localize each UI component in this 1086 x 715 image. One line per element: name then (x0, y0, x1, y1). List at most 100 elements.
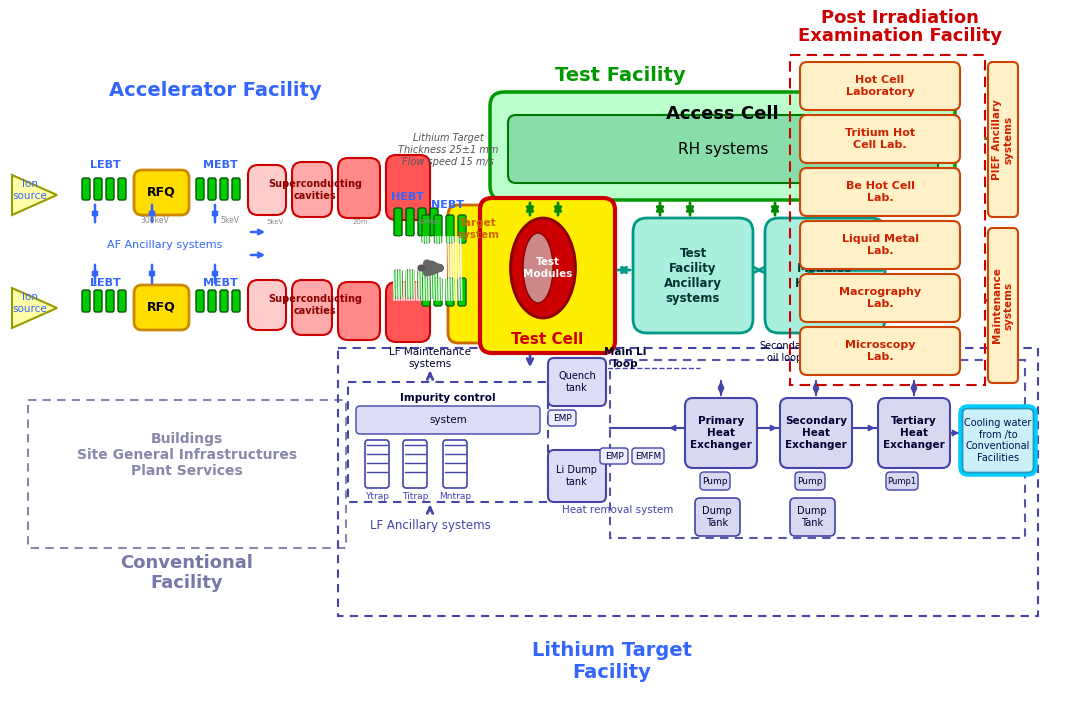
FancyBboxPatch shape (248, 165, 286, 215)
Text: Main Li
loop: Main Li loop (604, 347, 646, 369)
Text: Post Irradiation: Post Irradiation (821, 9, 978, 27)
Text: Access Cell: Access Cell (666, 105, 779, 123)
FancyBboxPatch shape (430, 208, 438, 236)
FancyBboxPatch shape (292, 280, 332, 335)
FancyBboxPatch shape (134, 285, 189, 330)
FancyBboxPatch shape (232, 290, 240, 312)
Text: EMP: EMP (605, 451, 623, 460)
Text: MEBT: MEBT (203, 278, 238, 288)
Text: Tertiary
Heat
Exchanger: Tertiary Heat Exchanger (883, 416, 945, 450)
Text: Buildings
Site General Infrastructures
Plant Services: Buildings Site General Infrastructures P… (77, 432, 298, 478)
Text: 40MeV: 40MeV (418, 219, 442, 225)
FancyBboxPatch shape (886, 472, 918, 490)
FancyBboxPatch shape (800, 115, 960, 163)
Text: Be Hot Cell
Lab.: Be Hot Cell Lab. (846, 181, 914, 203)
FancyBboxPatch shape (434, 215, 442, 243)
FancyBboxPatch shape (386, 155, 430, 220)
FancyBboxPatch shape (962, 408, 1034, 473)
FancyBboxPatch shape (800, 62, 960, 110)
Polygon shape (12, 288, 56, 328)
Text: Examination Facility: Examination Facility (798, 27, 1002, 45)
Text: Pump1: Pump1 (887, 476, 917, 485)
Text: Quench
tank: Quench tank (558, 371, 596, 393)
Text: Mntrap: Mntrap (439, 491, 471, 500)
FancyBboxPatch shape (548, 450, 606, 502)
FancyBboxPatch shape (422, 278, 430, 306)
Text: RFQ: RFQ (147, 185, 175, 199)
FancyBboxPatch shape (220, 178, 228, 200)
Text: 300keV: 300keV (140, 215, 169, 225)
FancyBboxPatch shape (443, 440, 467, 488)
Text: Target
system: Target system (457, 218, 498, 240)
FancyBboxPatch shape (248, 280, 286, 330)
FancyBboxPatch shape (446, 215, 454, 243)
Bar (348, 382, 548, 502)
Text: Macrography
Lab.: Macrography Lab. (839, 287, 921, 309)
Text: Accelerator Facility: Accelerator Facility (109, 81, 321, 99)
Text: Test Facility: Test Facility (555, 66, 685, 84)
FancyBboxPatch shape (795, 472, 825, 490)
FancyBboxPatch shape (765, 218, 885, 333)
Text: Ion
source: Ion source (13, 292, 48, 314)
Text: Test Cell: Test Cell (512, 332, 583, 347)
FancyBboxPatch shape (790, 498, 835, 536)
Text: Superconducting
cavities: Superconducting cavities (268, 294, 362, 316)
FancyBboxPatch shape (780, 398, 853, 468)
FancyBboxPatch shape (800, 327, 960, 375)
FancyBboxPatch shape (988, 228, 1018, 383)
FancyBboxPatch shape (633, 218, 753, 333)
Text: Pump: Pump (703, 476, 728, 485)
Text: Lithium Target
Facility: Lithium Target Facility (532, 641, 692, 683)
Text: NEBT: NEBT (431, 200, 465, 210)
Text: EMFM: EMFM (635, 451, 661, 460)
FancyBboxPatch shape (418, 270, 426, 298)
Text: Secondary
Heat
Exchanger: Secondary Heat Exchanger (785, 416, 847, 450)
FancyBboxPatch shape (480, 198, 615, 353)
Text: Test
Facility
Ancillary
systems: Test Facility Ancillary systems (664, 247, 722, 305)
Bar (338, 348, 1038, 616)
FancyBboxPatch shape (458, 278, 466, 306)
FancyBboxPatch shape (106, 178, 114, 200)
FancyBboxPatch shape (685, 398, 757, 468)
Text: Hot Cell
Laboratory: Hot Cell Laboratory (846, 75, 914, 97)
Text: 20m: 20m (352, 219, 368, 225)
FancyBboxPatch shape (134, 170, 189, 215)
Text: 5keV: 5keV (220, 215, 240, 225)
FancyBboxPatch shape (83, 290, 90, 312)
FancyBboxPatch shape (548, 358, 606, 406)
Text: Pump: Pump (797, 476, 823, 485)
FancyBboxPatch shape (94, 290, 102, 312)
FancyBboxPatch shape (394, 270, 402, 298)
FancyBboxPatch shape (599, 448, 628, 464)
FancyBboxPatch shape (446, 278, 454, 306)
Text: PIEF Ancillary
systems: PIEF Ancillary systems (993, 99, 1014, 180)
FancyBboxPatch shape (434, 278, 442, 306)
FancyBboxPatch shape (106, 290, 114, 312)
Text: HEBT: HEBT (391, 192, 425, 202)
Text: LF Ancillary systems: LF Ancillary systems (369, 518, 491, 531)
Text: Conventional
Facility: Conventional Facility (121, 553, 253, 593)
Text: Primary
Heat
Exchanger: Primary Heat Exchanger (690, 416, 752, 450)
FancyBboxPatch shape (365, 440, 389, 488)
Bar (790, 55, 985, 385)
FancyBboxPatch shape (632, 448, 664, 464)
FancyBboxPatch shape (800, 274, 960, 322)
FancyBboxPatch shape (508, 115, 938, 183)
FancyBboxPatch shape (695, 498, 740, 536)
FancyBboxPatch shape (988, 62, 1018, 217)
Text: MEBT: MEBT (203, 160, 238, 170)
Text: Ion
source: Ion source (13, 179, 48, 201)
FancyBboxPatch shape (209, 290, 216, 312)
Ellipse shape (523, 233, 553, 303)
FancyBboxPatch shape (386, 282, 430, 342)
Text: Dump
Tank: Dump Tank (797, 506, 826, 528)
FancyBboxPatch shape (292, 162, 332, 217)
FancyBboxPatch shape (490, 92, 955, 200)
FancyBboxPatch shape (800, 168, 960, 216)
Text: RFQ: RFQ (147, 300, 175, 313)
FancyBboxPatch shape (700, 472, 730, 490)
FancyBboxPatch shape (195, 178, 204, 200)
Text: Test
Modules: Test Modules (523, 257, 572, 279)
Text: Microscopy
Lab.: Microscopy Lab. (845, 340, 915, 362)
Text: AF Ancillary systems: AF Ancillary systems (108, 240, 223, 250)
